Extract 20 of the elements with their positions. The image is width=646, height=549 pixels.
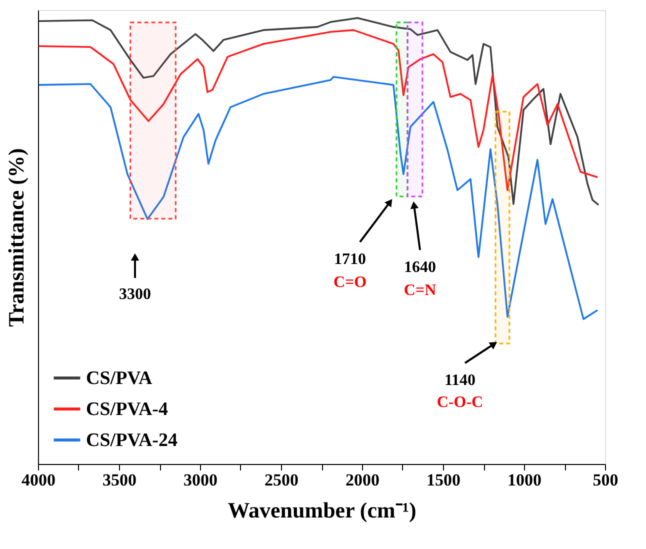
legend-label: CS/PVA-24: [86, 430, 178, 451]
annotation: C-O-C: [436, 394, 484, 411]
annotation: C=N: [404, 282, 437, 299]
x-tick-label: 500: [592, 470, 618, 490]
x-tick-label: 3500: [102, 470, 136, 490]
x-tick-label: 3000: [184, 470, 218, 490]
x-tick-label: 1000: [508, 470, 542, 490]
annotation: 1140: [444, 372, 476, 389]
x-axis-title: Wavenumber (cm⁻¹): [228, 498, 416, 522]
x-tick-label: 1500: [426, 470, 460, 490]
annotation: 1640: [404, 259, 436, 276]
y-axis-title: Transmittance (%): [4, 148, 28, 327]
annotation: C=O: [333, 274, 367, 291]
x-tick-label: 2500: [264, 470, 298, 490]
x-tick-label: 2000: [346, 470, 380, 490]
legend-label: CS/PVA: [86, 368, 152, 389]
annotation: 1710: [334, 251, 366, 268]
legend-label: CS/PVA-4: [86, 399, 168, 420]
x-tick-label: 4000: [22, 470, 56, 490]
annotation: 3300: [119, 286, 151, 303]
